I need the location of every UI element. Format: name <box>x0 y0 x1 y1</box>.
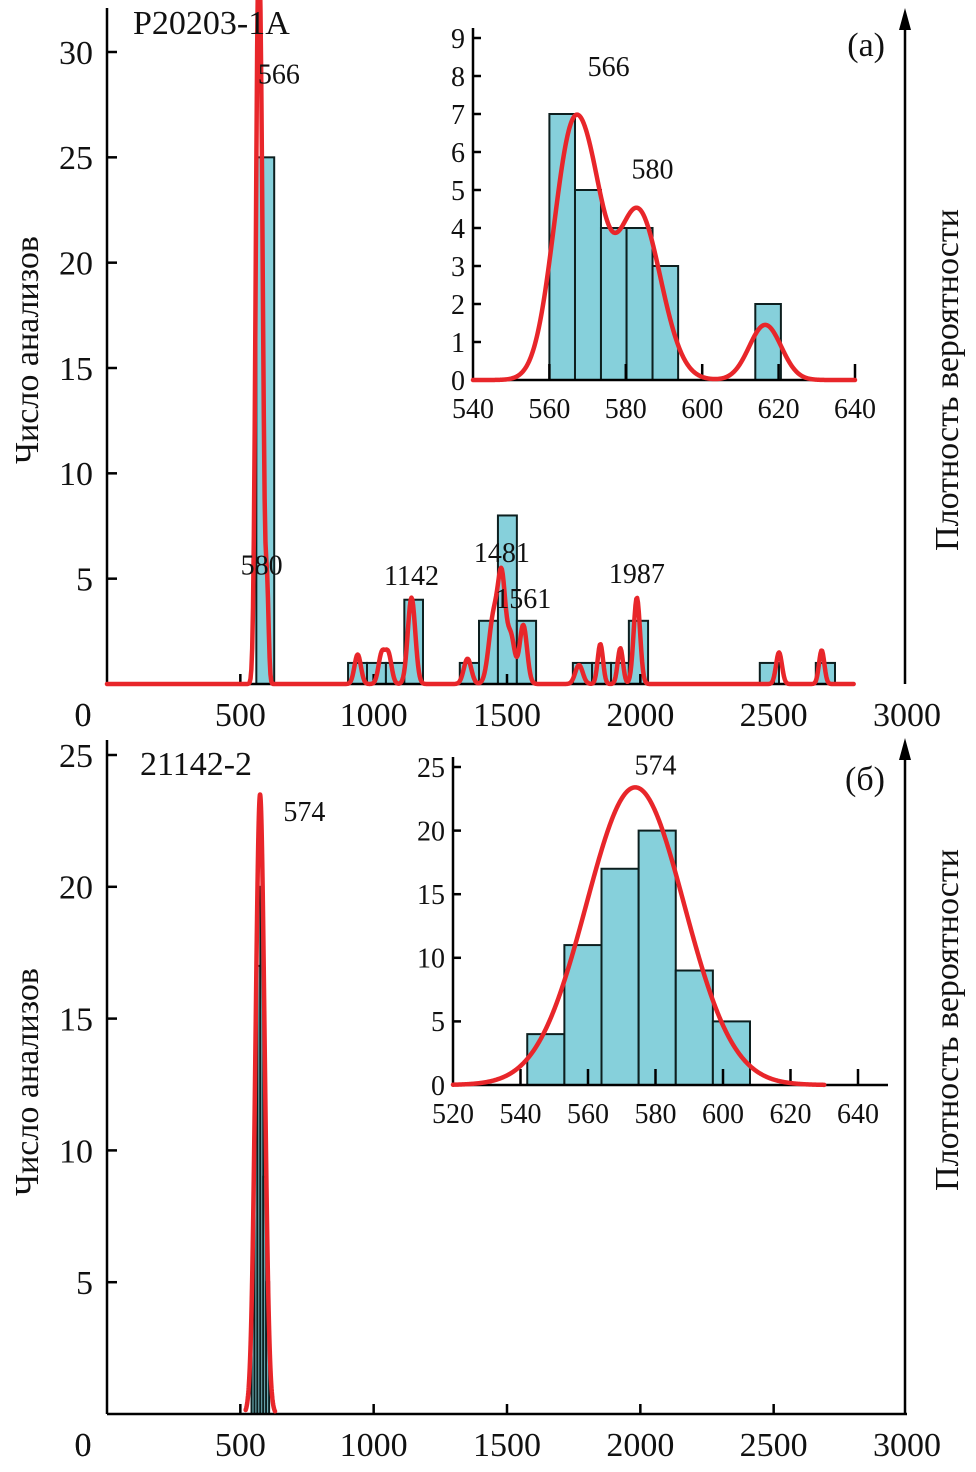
y-tick-label: 10 <box>417 944 445 975</box>
y-tick-label: 25 <box>417 753 445 784</box>
x-tick-label: 3000 <box>873 1427 941 1464</box>
x-tick-label: 540 <box>452 394 494 425</box>
y-tick-label: 25 <box>59 738 93 775</box>
y-tick-label: 8 <box>451 62 465 93</box>
x-tick-label: 540 <box>500 1099 542 1130</box>
x-tick-label: 0 <box>75 1427 92 1464</box>
y-tick-label: 1 <box>451 328 465 359</box>
x-tick-label: 620 <box>758 394 800 425</box>
histogram-bar <box>573 189 602 381</box>
y-tick-label: 10 <box>59 456 93 493</box>
peak-label: 1142 <box>384 561 439 592</box>
arrow-up-icon <box>899 8 911 30</box>
y-tick-label: 5 <box>76 1265 93 1302</box>
x-tick-label: 2500 <box>740 697 808 734</box>
x-tick-label: 640 <box>834 394 876 425</box>
histogram-bar <box>599 227 628 381</box>
kde-curve <box>243 792 278 1414</box>
y-tick-label: 25 <box>59 140 93 177</box>
peak-label: 580 <box>241 550 283 581</box>
y-tick-label: 20 <box>59 246 93 283</box>
y-tick-label: 0 <box>431 1071 445 1102</box>
arrow-up-icon <box>899 738 911 760</box>
sample-label: 21142-2 <box>140 746 252 783</box>
y-tick-label: 5 <box>431 1007 445 1038</box>
x-tick-label: 2000 <box>606 1427 674 1464</box>
x-tick-label: 1500 <box>473 697 541 734</box>
y-axis-label: Число анализов <box>9 968 46 1196</box>
x-tick-label: 560 <box>567 1099 609 1130</box>
y-tick-label: 15 <box>59 1002 93 1039</box>
x-tick-label: 560 <box>528 394 570 425</box>
y-tick-label: 20 <box>417 816 445 847</box>
x-tick-label: 1000 <box>340 1427 408 1464</box>
y-tick-label: 5 <box>76 562 93 599</box>
x-tick-label: 2500 <box>740 1427 808 1464</box>
histogram-bar <box>651 265 680 381</box>
panel-b-inset: 0 5 10 15 20 25 520 540 560 580 600 620 640 574 (б) <box>417 751 888 1130</box>
y-tick-label: 2 <box>451 290 465 321</box>
peak-label: 566 <box>258 60 300 91</box>
y-tick-label: 9 <box>451 24 465 55</box>
y-tick-label: 30 <box>59 35 93 72</box>
y-axis-label: Число анализов <box>9 236 46 464</box>
x-tick-label: 500 <box>215 697 266 734</box>
x-tick-label: 1000 <box>340 697 408 734</box>
histogram-bar <box>674 969 714 1087</box>
x-tick-label: 580 <box>605 394 647 425</box>
histogram-bar <box>711 1020 751 1087</box>
panel-label: (a) <box>847 27 885 64</box>
x-tick-label: 600 <box>681 394 723 425</box>
peak-label: 1987 <box>609 559 665 590</box>
x-tick-label: 0 <box>75 697 92 734</box>
peak-label: 574 <box>283 797 325 828</box>
density-axis-label: Плотность вероятности <box>929 209 966 551</box>
x-tick-label: 520 <box>432 1099 474 1130</box>
histogram-bar <box>625 227 654 381</box>
y-tick-label-zero: 0 <box>75 1427 92 1464</box>
x-tick-label: 1500 <box>473 1427 541 1464</box>
peak-label: 1481 <box>474 538 530 569</box>
sample-label: P20203-1A <box>133 5 290 42</box>
density-axis-label: Плотность вероятности <box>929 849 966 1191</box>
peak-label: 574 <box>635 751 677 782</box>
kde-curve <box>470 112 858 383</box>
histogram-bar <box>637 829 677 1086</box>
histogram-bar <box>600 867 640 1087</box>
peak-label: 580 <box>632 155 674 186</box>
y-tick-label: 10 <box>59 1133 93 1170</box>
y-tick-label: 0 <box>451 366 465 397</box>
y-tick-label: 6 <box>451 138 465 169</box>
y-tick-label: 20 <box>59 870 93 907</box>
y-tick-label: 4 <box>451 214 465 245</box>
peak-label: 1561 <box>495 584 551 615</box>
histogram-bar <box>526 1033 566 1086</box>
kde-curve <box>104 0 856 687</box>
x-tick-label: 580 <box>635 1099 677 1130</box>
y-tick-label: 15 <box>417 880 445 911</box>
panel-label: (б) <box>845 761 885 798</box>
y-tick-label: 7 <box>451 100 465 131</box>
y-tick-label-zero: 0 <box>75 697 92 734</box>
panel-a-inset: 0 1 2 3 4 5 6 7 8 9 540 560 580 600 620 640 566 580 (a) <box>451 24 885 425</box>
peak-label: 566 <box>588 52 630 83</box>
x-tick-label: 600 <box>702 1099 744 1130</box>
x-tick-label: 620 <box>770 1099 812 1130</box>
y-tick-label: 3 <box>451 252 465 283</box>
kde-curve <box>450 785 827 1088</box>
x-tick-label: 3000 <box>873 697 941 734</box>
y-tick-label: 5 <box>451 176 465 207</box>
y-tick-label: 15 <box>59 351 93 388</box>
x-tick-label: 500 <box>215 1427 266 1464</box>
x-tick-label: 2000 <box>606 697 674 734</box>
x-tick-label: 640 <box>837 1099 879 1130</box>
